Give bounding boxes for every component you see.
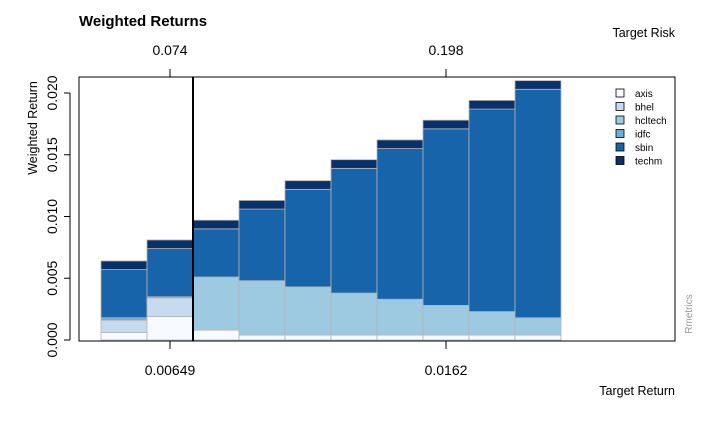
y-tick-label: 0.000 <box>44 322 60 357</box>
top-tick-label: 0.198 <box>428 42 463 58</box>
legend-swatch-sbin <box>616 143 624 151</box>
legend-swatch-idfc <box>616 130 624 138</box>
legend-swatch-axis <box>616 89 624 97</box>
bar-segment-axis-10 <box>515 335 561 340</box>
bar-segment-techm-9 <box>469 100 515 109</box>
bar-segment-techm-5 <box>285 181 331 190</box>
bar-segment-axis-7 <box>377 335 423 340</box>
bar-segment-hcltech-3 <box>193 277 239 330</box>
bar-segment-hcltech-8 <box>423 305 469 335</box>
legend-label-bhel: bhel <box>635 103 654 114</box>
y-tick-label: 0.005 <box>44 261 60 296</box>
bar-segment-axis-8 <box>423 335 469 340</box>
bar-segment-sbin-4 <box>239 209 285 281</box>
legend-label-sbin: sbin <box>635 143 653 154</box>
bars-layer <box>101 81 561 340</box>
bar-segment-axis-6 <box>331 335 377 340</box>
bar-segment-hcltech-4 <box>239 281 285 335</box>
legend-label-axis: axis <box>635 89 653 100</box>
y-tick-label: 0.015 <box>44 137 60 172</box>
legend-swatch-techm <box>616 157 624 165</box>
bar-segment-axis-1 <box>101 333 147 340</box>
legend: axis bhel hcltech idfc sbin techm <box>616 89 667 168</box>
bar-segment-axis-5 <box>285 335 331 340</box>
bar-segment-sbin-9 <box>469 109 515 312</box>
bar-segment-bhel-1 <box>101 320 147 332</box>
bottom-axis-title: Target Return <box>599 384 675 398</box>
bar-segment-sbin-6 <box>331 168 377 293</box>
bar-segment-techm-7 <box>377 140 423 149</box>
bar-segment-axis-4 <box>239 335 285 340</box>
legend-swatch-bhel <box>616 103 624 111</box>
bar-segment-sbin-5 <box>285 189 331 287</box>
credit-label: Rmetrics <box>684 294 695 333</box>
bar-segment-sbin-10 <box>515 89 561 317</box>
legend-label-idfc: idfc <box>635 130 651 141</box>
bar-segment-sbin-2 <box>147 249 193 297</box>
bar-segment-hcltech-7 <box>377 299 423 335</box>
legend-swatch-hcltech <box>616 116 624 124</box>
bar-segment-techm-6 <box>331 160 377 169</box>
bar-segment-hcltech-10 <box>515 318 561 335</box>
bar-segment-axis-3 <box>193 330 239 340</box>
bar-segment-techm-3 <box>193 220 239 229</box>
bar-segment-hcltech-6 <box>331 293 377 335</box>
y-tick-label: 0.020 <box>44 75 60 110</box>
bar-segment-sbin-7 <box>377 149 423 300</box>
top-tick-label: 0.074 <box>152 42 187 58</box>
legend-label-hcltech: hcltech <box>635 116 667 127</box>
bar-segment-sbin-8 <box>423 129 469 306</box>
bar-segment-techm-4 <box>239 200 285 209</box>
y-tick-label: 0.010 <box>44 199 60 234</box>
chart-title: Weighted Returns <box>79 13 207 30</box>
bar-segment-sbin-3 <box>193 229 239 277</box>
bar-segment-techm-10 <box>515 81 561 90</box>
bar-segment-hcltech-9 <box>469 312 515 335</box>
bar-segment-hcltech-5 <box>285 287 331 335</box>
bar-segment-bhel-2 <box>147 298 193 317</box>
bar-segment-techm-1 <box>101 261 147 270</box>
legend-label-techm: techm <box>635 157 662 168</box>
bar-segment-axis-9 <box>469 335 515 340</box>
bottom-tick-label: 0.0162 <box>425 362 468 378</box>
bar-segment-axis-2 <box>147 317 193 340</box>
bar-segment-sbin-1 <box>101 270 147 318</box>
bar-segment-techm-2 <box>147 240 193 249</box>
y-axis-title: Weighted Return <box>26 81 40 175</box>
bar-segment-techm-8 <box>423 120 469 129</box>
top-axis-title: Target Risk <box>612 26 675 40</box>
bottom-tick-label: 0.00649 <box>145 362 196 378</box>
